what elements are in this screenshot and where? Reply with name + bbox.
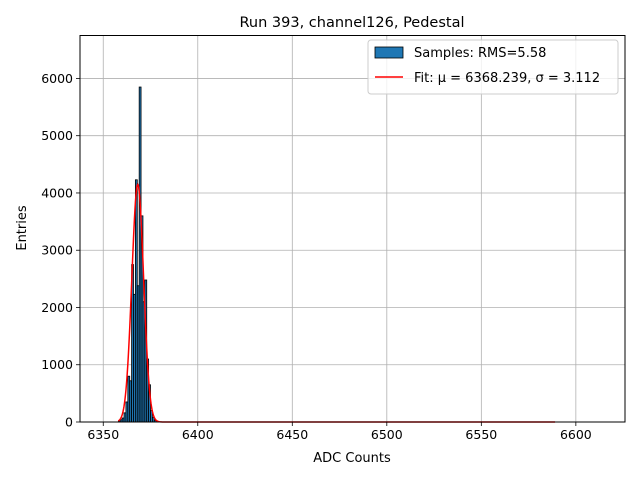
chart-title: Run 393, channel126, Pedestal — [239, 15, 464, 31]
x-tick-label: 6500 — [371, 427, 403, 442]
y-tick-label: 0 — [65, 415, 73, 430]
legend-histogram-swatch — [374, 46, 404, 59]
y-axis: 0 1000 2000 3000 4000 5000 6000 — [41, 71, 80, 430]
legend-fit-label: Fit: μ = 6368.239, σ = 3.112 — [414, 71, 600, 86]
y-tick-label: 1000 — [41, 357, 73, 372]
y-tick-label: 4000 — [41, 185, 73, 200]
plot-frame — [79, 35, 626, 423]
x-tick-label: 6350 — [87, 427, 119, 442]
y-tick-label: 6000 — [41, 71, 73, 86]
x-axis: 6350 6400 6450 6500 6550 6600 — [87, 422, 592, 442]
legend-box — [367, 39, 619, 95]
x-tick-label: 6450 — [276, 427, 308, 442]
y-tick-label: 5000 — [41, 128, 73, 143]
legend: Samples: RMS=5.58 Fit: μ = 6368.239, σ =… — [367, 39, 619, 95]
histogram-bars — [117, 86, 157, 423]
x-tick-label: 6600 — [560, 427, 592, 442]
x-tick-label: 6550 — [465, 427, 497, 442]
y-tick-label: 2000 — [41, 300, 73, 315]
x-tick-label: 6400 — [182, 427, 214, 442]
y-tick-label: 3000 — [41, 243, 73, 258]
y-axis-label: Entries — [15, 205, 30, 251]
fit-curve — [117, 182, 556, 423]
legend-histogram-label: Samples: RMS=5.58 — [414, 46, 546, 61]
x-axis-label: ADC Counts — [313, 451, 391, 466]
